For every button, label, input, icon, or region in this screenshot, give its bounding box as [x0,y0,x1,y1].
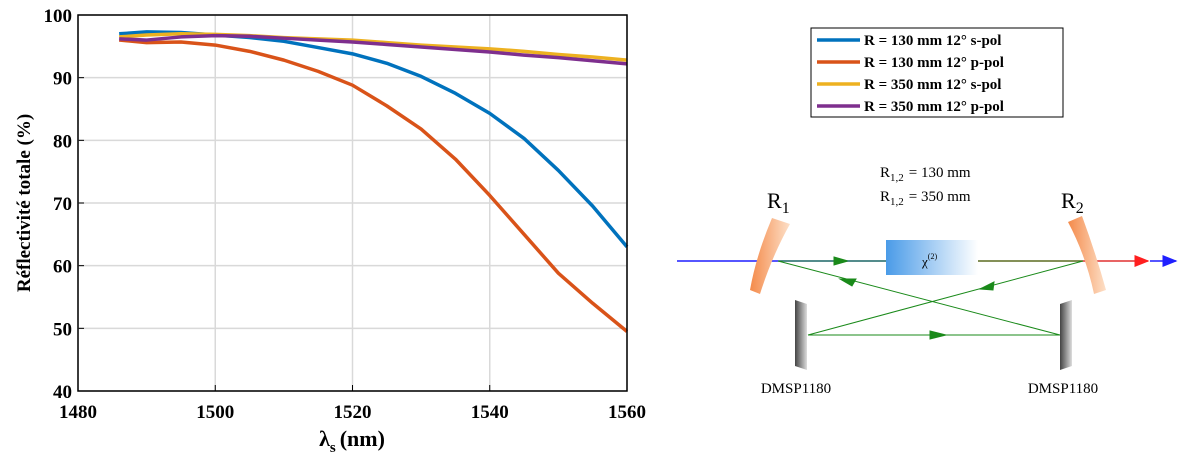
symbol: R [880,165,890,181]
symbol: R [880,189,890,205]
legend-label: R = 350 mm 12° s-pol [864,77,1001,93]
legend: R = 130 mm 12° s-pol R = 130 mm 12° p-pol… [817,33,1004,115]
flat-mirror-1-label: DMSP1180 [761,381,831,397]
text: = 130 mm [909,165,971,181]
y-tick-label: 90 [53,69,72,90]
superscript: (2) [928,252,938,261]
flat-mirror-2 [1060,300,1072,370]
y-tick-label: 50 [53,319,72,340]
x-tick-label: 1480 [59,402,97,423]
x-tick-label: 1560 [608,402,646,423]
mirror-r1-label: R1 [767,188,790,217]
diagram: R1,2 = 130 mm R1,2 = 350 mm R1 R2 χ(2) DMS… [677,165,1178,397]
y-tick-label: 70 [53,194,72,215]
mirror-r1 [750,218,790,294]
flat-mirror-1 [795,300,807,370]
symbol: χ [921,254,928,269]
plot: 40 50 60 70 80 90 100 1480 1500 1520 1540 1560 [44,6,647,423]
subscript: 1,2 [890,196,904,208]
crystal-label: χ(2) [921,252,937,269]
subscript: 1,2 [890,172,904,184]
mirror-r2-label: R2 [1061,188,1084,217]
series-line [119,33,628,66]
symbol: R [1061,188,1076,213]
legend-label: R = 130 mm 12° s-pol [864,33,1001,49]
legend-label: R = 130 mm 12° p-pol [864,55,1004,71]
series-line [119,30,629,248]
y-tick-label: 60 [53,257,72,278]
series-line [119,32,628,62]
series-line [119,38,629,333]
x-axis-label: λs (nm) [319,426,385,456]
radius-label-1: R1,2 = 130 mm [880,165,971,184]
legend-label: R = 350 mm 12° p-pol [864,99,1004,115]
x-tick-label: 1520 [334,402,372,423]
crystal [886,240,978,275]
y-axis-label: Réflectivité totale (%) [14,114,35,292]
subscript: 2 [1076,200,1084,217]
radius-label-2: R1,2 = 350 mm [880,189,971,208]
cavity-path [777,256,1084,340]
x-tick-label: 1500 [196,402,234,423]
flat-mirror-2-label: DMSP1180 [1028,381,1098,397]
x-label-unit: (nm) [340,426,385,451]
x-label-subscript: s [330,440,336,456]
y-tick-label: 80 [53,131,72,152]
y-tick-label: 40 [53,382,72,403]
mirror-r2 [1068,216,1106,294]
legend-box [810,27,1064,118]
x-tick-label: 1540 [471,402,509,423]
symbol: R [767,188,782,213]
x-label-symbol: λ [319,426,330,451]
y-tick-label: 100 [44,6,73,27]
subscript: 1 [782,200,790,217]
plot-frame [77,14,628,392]
text: = 350 mm [909,189,971,205]
